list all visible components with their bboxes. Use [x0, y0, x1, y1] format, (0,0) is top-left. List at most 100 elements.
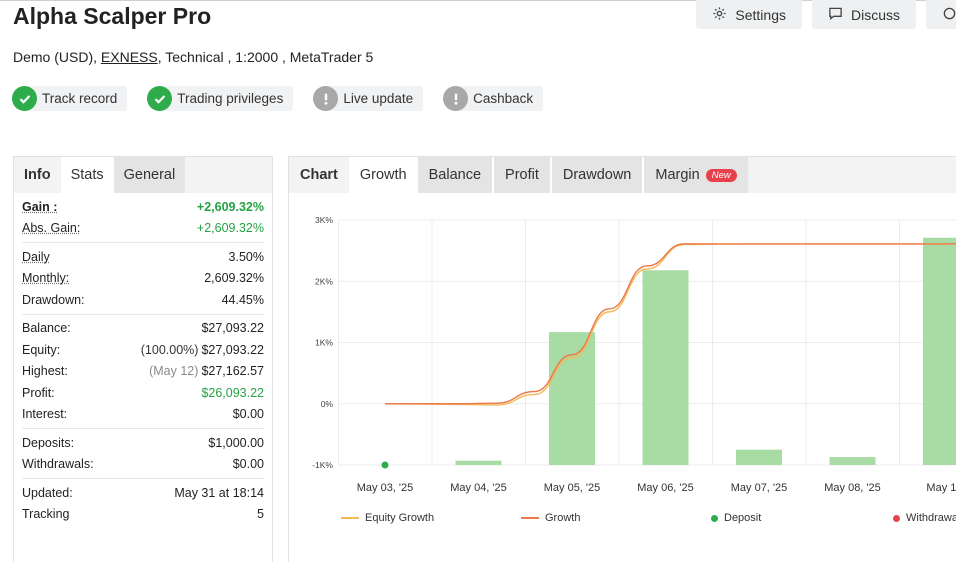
profit-label: Profit:	[22, 385, 55, 400]
badge-label: Live update	[343, 91, 414, 106]
profit-value: $26,093.22	[201, 385, 264, 400]
tab-info[interactable]: Info	[24, 167, 51, 183]
monthly-value: 2,609.32%	[204, 271, 264, 286]
growth-bar	[923, 237, 956, 465]
legend-label: Deposit	[724, 512, 762, 524]
withdrawals-label: Withdrawals:	[22, 457, 94, 472]
drawdown-value: 44.45%	[221, 292, 264, 307]
legend-withdrawal[interactable]: Withdrawa	[889, 512, 956, 524]
stat-row-highest: Highest: (May 12) $27,162.57	[22, 361, 264, 383]
exclamation-icon	[313, 86, 339, 111]
x-tick-label: May 06, '25	[637, 482, 694, 494]
highest-label: Highest:	[22, 364, 68, 379]
stats-list: Gain : +2,609.32% Abs. Gain: +2,609.32% …	[14, 193, 272, 528]
deposits-value: $1,000.00	[208, 435, 264, 450]
legend-equity-growth[interactable]: Equity Growth	[341, 512, 521, 524]
check-icon	[12, 86, 37, 111]
more-button[interactable]	[926, 0, 956, 29]
equity-label: Equity:	[22, 342, 61, 357]
tracking-value: 5	[257, 507, 264, 522]
updated-value: May 31 at 18:14	[174, 485, 264, 500]
tab-balance[interactable]: Balance	[417, 157, 495, 193]
margin-label: Margin	[655, 167, 700, 183]
stats-group-rates: Daily 3.50% Monthly: 2,609.32% Drawdown:…	[22, 243, 264, 315]
growth-bar	[642, 270, 689, 465]
legend-growth[interactable]: Growth	[521, 512, 707, 524]
daily-value: 3.50%	[228, 249, 264, 264]
stats-group-meta: Updated: May 31 at 18:14 Tracking 5	[22, 479, 264, 528]
badge-live-update[interactable]: Live update	[313, 86, 424, 111]
x-tick-label: May 12,	[926, 482, 956, 494]
growth-bar	[736, 449, 782, 465]
settings-button[interactable]: Settings	[696, 0, 802, 29]
tab-stats[interactable]: Stats	[60, 157, 114, 193]
badge-track-record[interactable]: Track record	[12, 86, 128, 111]
tab-margin[interactable]: Margin New	[644, 157, 748, 193]
exclamation-icon	[443, 86, 469, 111]
stat-row-drawdown: Drawdown: 44.45%	[22, 289, 264, 311]
account-details: Demo (USD), EXNESS, Technical , 1:2000 ,…	[13, 49, 373, 65]
chart-tabs: Chart Growth Balance Profit Drawdown Mar…	[289, 157, 956, 193]
y-tick-label: 3K%	[315, 215, 333, 225]
y-tick-label: -1K%	[312, 460, 333, 470]
deposit-marker	[381, 461, 389, 469]
stat-row-monthly: Monthly: 2,609.32%	[22, 268, 264, 290]
header-actions: Settings Discuss	[696, 0, 956, 29]
new-badge: New	[705, 168, 737, 182]
daily-label[interactable]: Daily	[22, 249, 50, 264]
gain-value: +2,609.32%	[196, 199, 264, 214]
equity-value: $27,093.22	[201, 342, 264, 357]
tracking-label: Tracking	[22, 507, 70, 522]
badge-trading-privileges[interactable]: Trading privileges	[147, 86, 294, 111]
highest-date: (May 12)	[149, 364, 199, 379]
legend-label: Withdrawa	[906, 512, 956, 524]
growth-chart[interactable]: 3K% 2K% 1K% 0% -1K% May 03, '25 May 04, '25 May…	[289, 193, 956, 511]
monthly-label[interactable]: Monthly:	[22, 271, 70, 286]
tab-chart[interactable]: Chart	[300, 167, 338, 183]
window-top-border	[0, 0, 956, 1]
equity-value-wrap: (100.00%) $27,093.22	[141, 343, 264, 357]
legend-label: Growth	[545, 512, 581, 524]
abs-gain-value: +2,609.32%	[196, 221, 264, 236]
tab-profit[interactable]: Profit	[494, 157, 552, 193]
chart-panel: Chart Growth Balance Profit Drawdown Mar…	[288, 156, 956, 562]
badge-cashback[interactable]: Cashback	[443, 86, 544, 111]
tab-general[interactable]: General	[113, 157, 186, 193]
legend-dot-swatch	[893, 514, 900, 522]
badge-label: Cashback	[473, 91, 534, 106]
interest-label: Interest:	[22, 407, 68, 422]
stats-group-funds: Deposits: $1,000.00 Withdrawals: $0.00	[22, 429, 264, 479]
stat-row-daily: Daily 3.50%	[22, 246, 264, 268]
info-panel: Info Stats General Gain : +2,609.32% Abs…	[13, 156, 273, 562]
tab-growth[interactable]: Growth	[348, 157, 418, 193]
tab-drawdown[interactable]: Drawdown	[551, 157, 645, 193]
drawdown-label: Drawdown:	[22, 292, 85, 307]
partial-icon	[942, 6, 956, 24]
abs-gain-label[interactable]: Abs. Gain:	[22, 221, 81, 236]
legend-line-swatch	[341, 517, 359, 519]
account-info: , Technical , 1:2000 , MetaTrader 5	[157, 49, 374, 65]
x-tick-label: May 05, '25	[544, 482, 601, 494]
y-tick-label: 2K%	[315, 276, 333, 286]
discuss-button[interactable]: Discuss	[811, 0, 916, 29]
legend-label: Equity Growth	[365, 512, 435, 524]
chat-icon	[828, 6, 843, 24]
gain-label[interactable]: Gain :	[22, 199, 58, 214]
stat-row-profit: Profit: $26,093.22	[22, 382, 264, 404]
page-title: Alpha Scalper Pro	[13, 3, 212, 29]
chart-legend: Equity Growth Growth Deposit Withdrawa	[341, 512, 956, 524]
broker-link[interactable]: EXNESS	[100, 49, 158, 65]
updated-label: Updated:	[22, 485, 73, 500]
x-tick-label: May 04, '25	[450, 482, 507, 494]
stats-group-account: Balance: $27,093.22 Equity: (100.00%) $27…	[22, 315, 264, 429]
balance-value: $27,093.22	[201, 321, 264, 336]
balance-label: Balance:	[22, 321, 71, 336]
stat-row-equity: Equity: (100.00%) $27,093.22	[22, 339, 264, 361]
legend-line-swatch	[521, 517, 539, 519]
stat-row-deposits: Deposits: $1,000.00	[22, 432, 264, 454]
y-tick-label: 1K%	[315, 338, 333, 348]
badge-label: Trading privileges	[177, 91, 284, 106]
stat-row-gain: Gain : +2,609.32%	[22, 196, 264, 218]
legend-deposit[interactable]: Deposit	[707, 512, 889, 524]
highest-value: $27,162.57	[201, 364, 264, 379]
